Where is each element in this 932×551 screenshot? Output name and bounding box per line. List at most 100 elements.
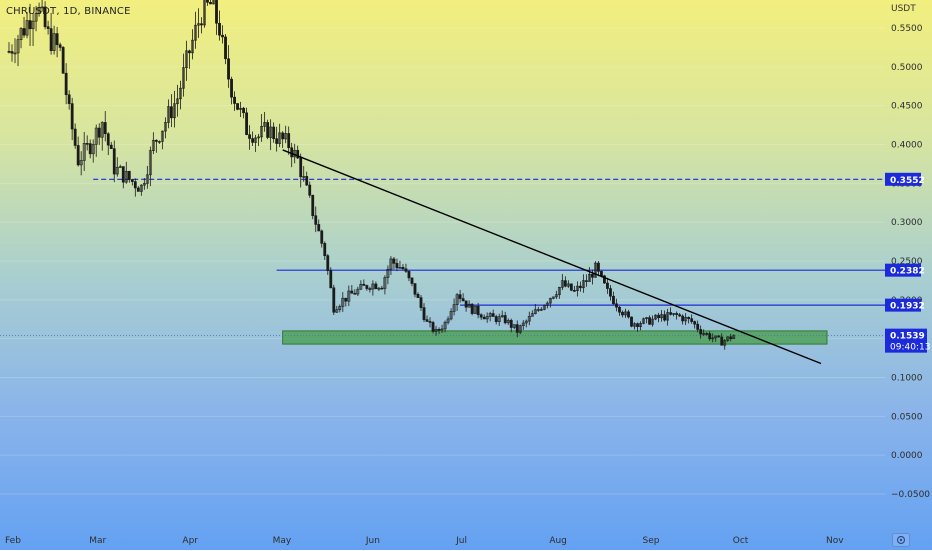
candle-body [407,271,411,279]
candle-body [452,304,456,312]
support-zone [282,330,828,345]
candle-body [470,303,474,314]
candle-body [639,323,642,327]
candle-body [458,294,462,299]
countdown-timer: 09:40:13 [890,343,930,353]
candle-body [666,312,670,321]
candle-body [182,67,185,89]
candle-body [389,258,393,270]
candle-body [356,288,360,295]
candle-body [449,311,453,320]
candle-body [464,300,468,308]
candle-body [506,319,510,324]
candle-body [139,184,143,192]
candle-body [106,133,110,146]
candle-body [335,309,339,313]
candle-body [717,335,721,338]
candle-body [28,20,32,30]
candle-body [473,305,477,314]
candle-body [569,283,573,291]
candle-body [58,44,62,48]
y-tick-label: 0.5500 [891,24,923,34]
candle-body [434,329,438,332]
candle-body [597,262,600,272]
candle-body [708,333,712,340]
candle-body [669,312,673,315]
symbol-title: CHRUSDT, 1D, BINANCE [6,6,131,17]
candle-body [518,325,522,333]
candle-body [347,290,351,302]
candle-body [332,287,336,313]
descending-trendline [282,149,822,365]
level-tag-0: 0.3552 [885,172,925,186]
candle-body [224,36,227,60]
candle-body [419,297,423,308]
support-zone-layer [282,330,828,345]
price-axis[interactable]: 0.55000.50000.45000.40000.35000.30000.25… [891,24,930,500]
candle-body [377,287,381,290]
svg-text:0.3552: 0.3552 [890,176,925,186]
candle-body [103,122,107,135]
candle-body [524,320,528,324]
candle-body [467,303,471,308]
candle-body [302,176,306,178]
candle-body [115,166,119,175]
candle-body [491,313,495,317]
candle-body [353,292,357,295]
y-tick-label: 0.3000 [891,218,923,228]
candle-body [284,133,288,140]
y-tick-label: 0.0000 [891,451,923,461]
candle-body [479,314,483,318]
candle-body [545,302,549,306]
candle-body [509,319,513,328]
candle-body [566,283,570,287]
candle-body [401,266,405,270]
candle-body [572,290,576,292]
candle-body [437,329,441,331]
candle-body [263,122,267,127]
candle-body [37,7,41,14]
level-lines-layer [0,178,885,337]
candle-body [684,317,688,322]
level-tag-2: 0.1932 [885,298,925,312]
x-tick-label: Oct [733,536,749,546]
candle-body [581,280,585,289]
candle-body [675,313,679,315]
candle-body [257,136,261,139]
candle-body [118,166,122,168]
candle-body [281,132,285,140]
candle-body [133,181,137,189]
candle-body [157,141,161,143]
candle-body [729,336,733,339]
candle-body [94,127,98,145]
time-axis[interactable]: Feb Mar Apr May Jun Jul Aug Sep Oct Nov [5,536,844,546]
candle-body [350,290,354,294]
candle-body [594,262,597,278]
candle-body [169,106,173,119]
candle-body [494,316,498,322]
x-tick-label: Feb [5,536,21,546]
gear-icon[interactable] [892,532,910,547]
candle-body [100,122,104,138]
candle-body [70,103,74,130]
candle-body [657,314,660,319]
y-tick-label: 0.4500 [891,102,923,112]
candle-body [145,174,149,184]
candle-body [127,171,131,180]
candle-body [287,133,291,149]
candle-body [630,316,633,327]
candle-body [142,183,146,186]
candle-body [206,0,209,3]
candle-body [503,315,507,324]
currency-unit: USDT [891,4,916,14]
candle-body [109,144,113,149]
candle-body [203,0,206,26]
candle-body [305,176,309,186]
candle-body [651,318,654,325]
candle-body [121,166,125,183]
candle-body [512,324,516,328]
candle-body [25,20,29,36]
